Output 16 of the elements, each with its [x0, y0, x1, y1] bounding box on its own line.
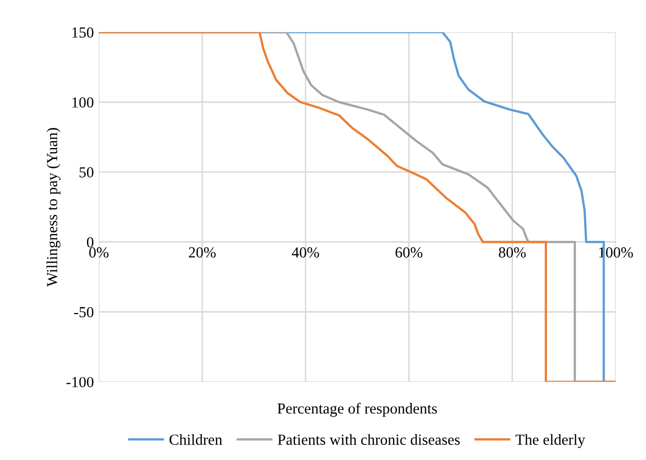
y-tick-label: 100 [72, 97, 94, 108]
legend-label: The elderly [516, 434, 586, 448]
x-tick-label: 60% [396, 247, 422, 258]
y-tick-label: 150 [72, 27, 94, 38]
y-tick-label: 0 [86, 237, 94, 248]
legend-label: Patients with chronic diseases [278, 434, 460, 445]
y-tick-label: -100 [66, 376, 94, 388]
x-axis-title: Percentage of respondents [277, 402, 437, 417]
x-tick-label: 20% [188, 247, 216, 258]
x-tick-label: 40% [292, 247, 320, 258]
y-tick-label: -50 [74, 307, 94, 318]
x-tick-label: 0% [89, 247, 108, 258]
y-axis-title: Willingness to pay (Yuan) [46, 128, 60, 287]
x-tick-label: 80% [498, 247, 526, 258]
y-tick-label: 50 [80, 167, 94, 178]
legend-label: Children [170, 434, 222, 445]
